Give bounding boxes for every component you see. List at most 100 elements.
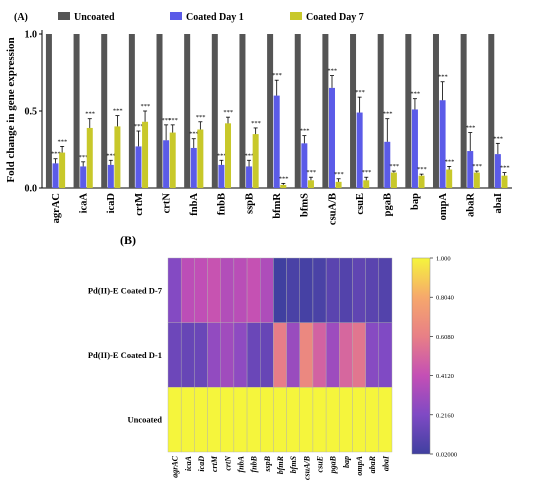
heatmap-column-label: bap xyxy=(342,456,351,468)
bar xyxy=(390,172,397,188)
significance-label: *** xyxy=(383,111,393,118)
y-tick-label: 0.5 xyxy=(25,107,38,118)
significance-label: *** xyxy=(162,117,172,124)
bar xyxy=(107,164,114,188)
bar xyxy=(184,34,191,188)
heatmap-cell xyxy=(246,322,261,388)
heatmap-cell xyxy=(246,387,261,453)
bar xyxy=(142,121,149,188)
legend-label: Coated Day 7 xyxy=(306,12,364,23)
significance-label: *** xyxy=(417,166,427,173)
x-tick-label: ompA xyxy=(438,193,449,221)
significance-label: *** xyxy=(168,117,178,124)
heatmap-cell xyxy=(180,322,195,388)
bar xyxy=(432,34,439,188)
significance-label: *** xyxy=(272,72,282,79)
significance-label: *** xyxy=(113,108,123,115)
bar-chart-panel: (A) Uncoated Coated Day 1 Coated Day 7 0.0… xyxy=(5,12,512,225)
x-tick-labels: agrAC icaA icaD crtM crtN fnbA fnbB sspB bfmR bfm… xyxy=(51,193,504,226)
x-tick-label: csuA/B xyxy=(327,193,338,225)
significance-label: *** xyxy=(134,123,144,130)
y-axis-label: Fold change in gene expression xyxy=(5,37,17,182)
heatmap-cell xyxy=(167,387,182,453)
bar xyxy=(494,154,501,188)
bar xyxy=(418,175,425,188)
bar xyxy=(377,34,384,188)
colorbar-tick-labels: 1.000 0.8040 0.6080 0.4120 0.2160 0.02000 xyxy=(430,256,457,459)
bar xyxy=(439,100,446,188)
heatmap-cell xyxy=(207,257,221,323)
heatmap-cell xyxy=(260,387,274,453)
bar xyxy=(80,166,87,188)
heatmap-cell xyxy=(299,257,314,323)
heatmap-cell xyxy=(378,387,393,453)
bar xyxy=(128,34,135,188)
bar xyxy=(163,140,170,188)
colorbar-tick-label: 0.8040 xyxy=(436,295,454,302)
significance-label: *** xyxy=(300,128,310,135)
x-tick-label: icaA xyxy=(78,193,89,214)
significance-label: *** xyxy=(51,151,61,158)
legend-swatch xyxy=(170,12,182,20)
heatmap-column-label: sspB xyxy=(263,455,272,472)
heatmap-cell xyxy=(273,257,287,323)
heatmap-column-label: ompA xyxy=(355,455,364,475)
heatmap-column-label: crtM xyxy=(210,455,219,472)
heatmap-column-labels: agrAC icaA icaD crtM crtN fnbA fnbB sspB bfmR bfm… xyxy=(171,455,391,480)
significance-label: *** xyxy=(362,169,372,176)
heatmap-cell xyxy=(194,257,208,323)
significance-label: *** xyxy=(223,109,233,116)
heatmap-cell xyxy=(286,387,300,453)
bar xyxy=(59,152,66,188)
x-tick-label: icaD xyxy=(106,193,117,214)
colorbar xyxy=(411,257,431,455)
bar xyxy=(446,169,453,188)
bar xyxy=(460,34,467,188)
heatmap-cell xyxy=(312,387,327,453)
x-tick-label: sspB xyxy=(244,193,255,214)
significance-label: *** xyxy=(196,114,206,121)
bar xyxy=(307,180,314,188)
bar xyxy=(267,34,274,188)
heatmap-cell xyxy=(339,387,353,453)
heatmap-column-label: bfmR xyxy=(276,455,285,474)
significance-label: *** xyxy=(389,163,399,170)
bar xyxy=(101,34,108,188)
bar xyxy=(322,34,329,188)
heatmap-cell xyxy=(233,322,248,388)
y-ticks: 0.0 0.5 1.0 xyxy=(25,30,42,195)
heatmap-cell xyxy=(378,257,393,323)
significance-label: *** xyxy=(85,111,95,118)
heatmap-cell xyxy=(365,257,380,323)
heatmap-cell xyxy=(352,322,366,388)
heatmap-cell xyxy=(339,257,353,323)
heatmap-column-label: abaR xyxy=(368,455,377,473)
heatmap-column-label: fnbB xyxy=(250,455,259,472)
heatmap-cell xyxy=(352,257,366,323)
heatmap-cell xyxy=(207,322,221,388)
heatmap-cell xyxy=(352,387,366,453)
bar xyxy=(501,175,508,188)
x-tick-label: crtN xyxy=(161,193,172,214)
heatmap-column-label: csuA/B xyxy=(302,455,311,480)
heatmap-cell xyxy=(339,322,353,388)
bar xyxy=(363,180,370,188)
bar xyxy=(239,34,246,188)
heatmap-cell xyxy=(260,257,274,323)
x-tick-label: bfmR xyxy=(272,193,283,219)
bar xyxy=(190,147,197,188)
bar xyxy=(252,134,259,188)
bar xyxy=(294,34,301,188)
heatmap-column-label: icaA xyxy=(184,455,193,471)
legend-label: Coated Day 1 xyxy=(186,12,244,23)
heatmap-column-label: icaD xyxy=(197,456,206,472)
heatmap-cell xyxy=(194,387,208,453)
significance-label: *** xyxy=(334,171,344,178)
heatmap-column-label: pgaB xyxy=(329,455,338,474)
significance-label: *** xyxy=(217,152,227,159)
legend-swatch xyxy=(58,12,70,20)
bar xyxy=(45,34,52,188)
bar xyxy=(473,172,480,188)
heatmap-cell xyxy=(167,322,182,388)
heatmap-row-label: Pd(II)-E Coated D-1 xyxy=(88,350,162,360)
